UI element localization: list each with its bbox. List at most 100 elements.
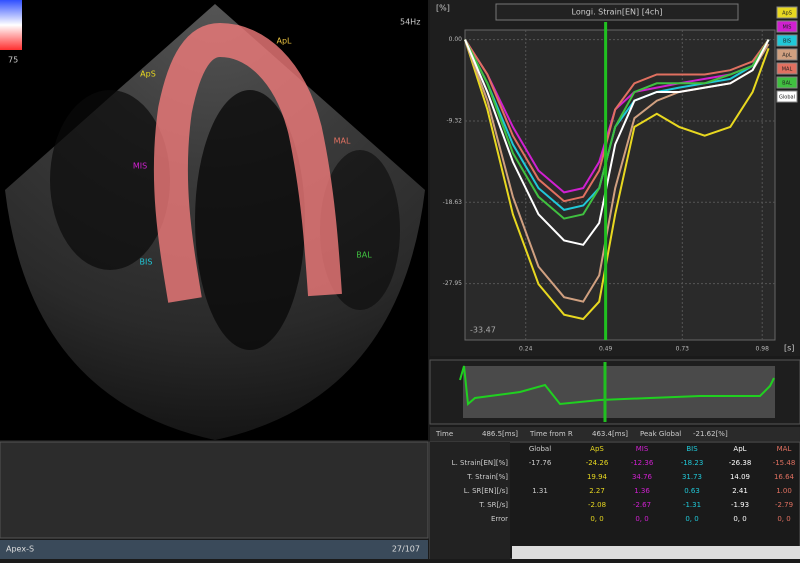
y-unit: [%] xyxy=(436,4,450,13)
plot-area xyxy=(464,29,776,341)
cell: -12.36 xyxy=(631,459,654,467)
info-text: Peak Global xyxy=(640,430,681,438)
cell: -15.48 xyxy=(773,459,796,467)
x-tick-label: 0.73 xyxy=(676,346,690,353)
plot: 0.00 -9.32 -18.63 -27.95 0.24 0.49 0.73 0.98 ApS… xyxy=(443,6,798,353)
strain-region xyxy=(153,22,342,303)
ecg-trace xyxy=(459,365,775,406)
cell: -2.79 xyxy=(775,501,793,509)
column-header: Global xyxy=(529,445,551,453)
cell: -2.67 xyxy=(633,501,651,509)
info-text: 486.5[ms] xyxy=(482,430,518,438)
legend-label: ApS xyxy=(782,11,792,17)
cell: 34.76 xyxy=(632,473,653,481)
cell: 1.36 xyxy=(634,487,650,495)
segment-label: MAL xyxy=(334,137,351,146)
column-header: MAL xyxy=(777,445,792,453)
table-label-column xyxy=(430,442,510,559)
scroll-bar[interactable] xyxy=(512,546,800,559)
legend-swatch[interactable] xyxy=(776,20,798,33)
cell: -26.38 xyxy=(729,459,752,467)
strain-curve xyxy=(464,39,770,203)
x-tick-label: 0.24 xyxy=(519,346,533,353)
strain-curve xyxy=(464,39,770,321)
info-text: Time from R xyxy=(529,430,573,438)
segment-label: ApS xyxy=(140,70,156,79)
strain-curve xyxy=(464,39,770,220)
segment-labels: ApS ApL MIS MAL BIS BAL xyxy=(133,37,372,267)
segment-label: BAL xyxy=(356,251,372,260)
cell: 0, 0 xyxy=(733,515,746,523)
segment-label: ApL xyxy=(276,37,292,46)
cell: 14.09 xyxy=(730,473,750,481)
cell: -1.31 xyxy=(683,501,701,509)
legend-label: Global xyxy=(779,95,795,101)
row-label: T. Strain[%] xyxy=(466,473,508,481)
y-tick-label: -9.32 xyxy=(446,117,462,124)
cell: 2.27 xyxy=(589,487,605,495)
frame-rate: 54Hz xyxy=(400,18,420,27)
title-box xyxy=(495,3,739,21)
segment-label: MIS xyxy=(133,162,147,171)
cell: -1.93 xyxy=(731,501,749,509)
cell: -17.76 xyxy=(529,459,552,467)
results-table: Global ApS MIS BIS ApL MAL L. Strain[EN][%] -17… xyxy=(452,445,796,523)
legend-swatch[interactable] xyxy=(776,34,798,47)
cell: 0, 0 xyxy=(590,515,603,523)
y-tick-label: -18.63 xyxy=(443,199,463,206)
column-header: ApL xyxy=(733,445,746,453)
legend-label: MAL xyxy=(782,67,793,73)
legend-swatch[interactable] xyxy=(776,6,798,19)
row-label: T. SR[/s] xyxy=(478,501,508,509)
view-label: Apex-S xyxy=(6,545,34,554)
y-tick-label: -27.95 xyxy=(443,280,463,287)
notes-pane xyxy=(0,441,429,539)
cell: 16.64 xyxy=(774,473,795,481)
strain-curve xyxy=(464,39,770,246)
row-label: L. SR[EN][/s] xyxy=(464,487,509,495)
x-tick-label: 0.98 xyxy=(756,346,770,353)
info-row xyxy=(430,427,800,441)
cell: 0.63 xyxy=(684,487,700,495)
column-header: ApS xyxy=(590,445,604,453)
info-text: 463.4[ms] xyxy=(592,430,628,438)
chart-title: Longi. Strain[EN] [4ch] xyxy=(572,8,663,17)
legend-label: BAL xyxy=(782,81,792,87)
cell: -18.23 xyxy=(681,459,704,467)
legend-swatch[interactable] xyxy=(776,62,798,75)
chamber xyxy=(50,90,170,270)
color-bar xyxy=(0,0,22,50)
legend-label: MIS xyxy=(783,25,792,31)
info-text: -21.62[%] xyxy=(693,430,728,438)
cell: -24.26 xyxy=(586,459,609,467)
cell: 1.31 xyxy=(532,487,548,495)
x-tick-label: 0.49 xyxy=(599,346,613,353)
chamber xyxy=(195,90,305,350)
cell: 0, 0 xyxy=(685,515,698,523)
ecg-area xyxy=(463,366,775,418)
legend-label: BIS xyxy=(783,39,791,45)
cell: 1.00 xyxy=(776,487,792,495)
cell: 31.73 xyxy=(682,473,702,481)
cell: 0, 0 xyxy=(635,515,648,523)
annotation: -33.47 xyxy=(470,326,496,335)
legend-swatch[interactable] xyxy=(776,48,798,61)
cell: 19.94 xyxy=(587,473,608,481)
segment-label: BIS xyxy=(140,258,153,267)
column-header: BIS xyxy=(686,445,698,453)
y-tick-label: 0.00 xyxy=(449,36,463,43)
info: Time 486.5[ms] Time from R 463.4[ms] Peak Gl… xyxy=(435,430,728,438)
legend-label: ApL xyxy=(782,53,792,59)
status-bar xyxy=(0,540,428,559)
legend-swatch[interactable] xyxy=(776,76,798,89)
frame-counter: 27/107 xyxy=(392,545,420,554)
cell: 2.41 xyxy=(732,487,748,495)
x-unit: [s] xyxy=(784,344,794,353)
legend-swatch[interactable] xyxy=(776,90,798,103)
cell: -2.08 xyxy=(588,501,606,509)
scale-label: 75 xyxy=(8,56,18,65)
column-header: MIS xyxy=(636,445,649,453)
info-text: Time xyxy=(435,430,453,438)
